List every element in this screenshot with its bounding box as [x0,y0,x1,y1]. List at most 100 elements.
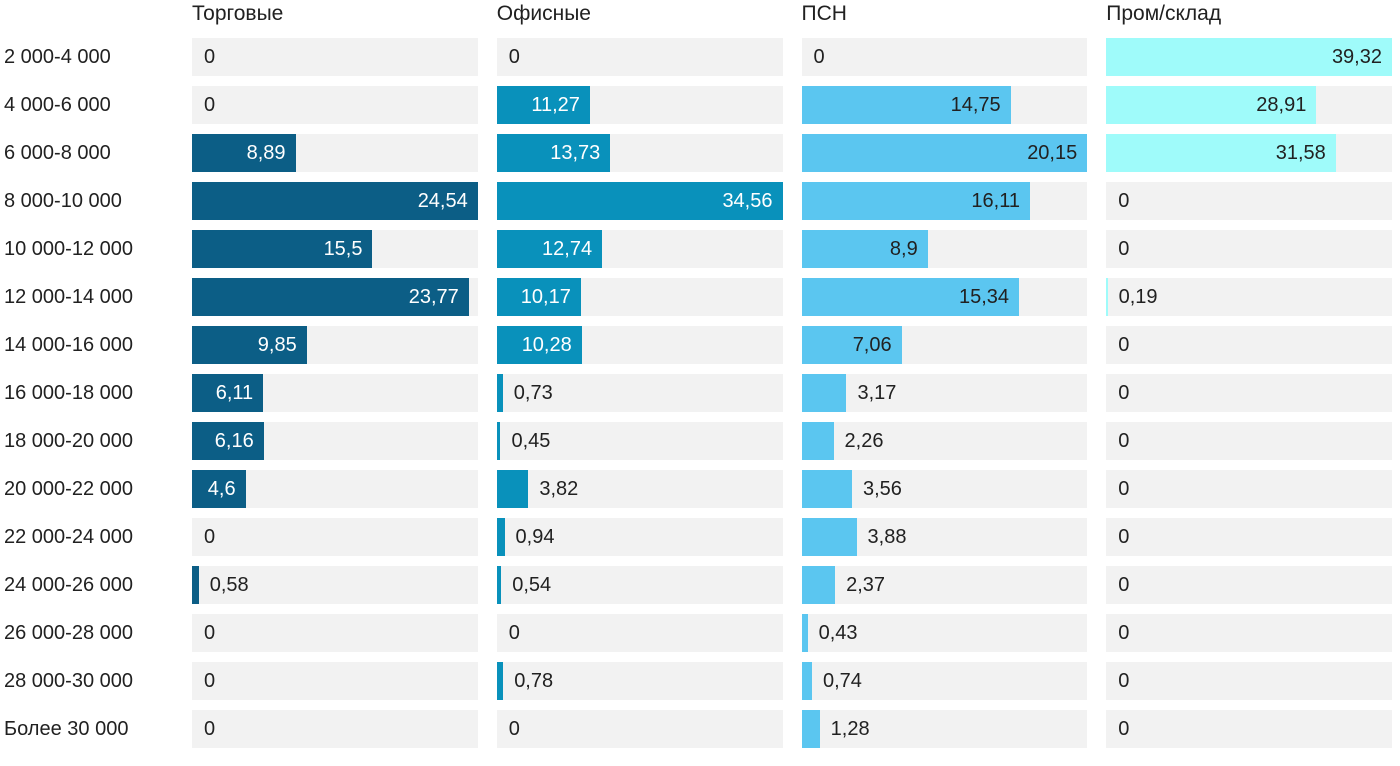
bar-value-label: 0 [204,94,216,116]
bar-value-label: 0 [1118,622,1130,644]
bar-value-label: 0 [508,718,520,740]
bar-track: 0,73 [496,374,783,412]
bar [801,374,847,412]
bar-value-label: 6,11 [215,382,254,404]
bar-track: 0,58 [192,566,478,604]
bar-value-label: 2,26 [844,430,884,452]
bar-track: 0 [496,38,783,76]
bar-track: 0 [1106,230,1392,268]
bar-value-label: 3,56 [862,478,902,500]
bar-value-label: 0 [1118,238,1130,260]
bar [801,518,857,556]
series-header-psn: ПСН [801,2,847,25]
bar-value-label: 0 [508,46,520,68]
bar [496,662,504,700]
bar-value-label: 0 [1118,478,1130,500]
series-header-ofisnye: Офисные [496,2,591,25]
bar-value-label: 6,16 [214,430,254,452]
bar-value-label: 28,91 [1256,94,1307,116]
bar-value-label: 0 [1118,334,1130,356]
bar-value-label: 16,11 [971,190,1020,212]
row-label: 6 000-8 000 [4,141,111,164]
row-label: Более 30 000 [4,717,129,740]
bar-value-label: 0,58 [209,574,249,596]
bar [496,422,501,460]
row-label: 22 000-24 000 [4,525,134,548]
bar-track: 0 [192,710,478,748]
bar [801,230,928,268]
bar [1106,134,1336,172]
bar-track: 0,78 [496,662,783,700]
bar-track: 0 [192,518,478,556]
bar-value-label: 0,94 [515,526,555,548]
bar-value-label: 0 [204,670,216,692]
bar-value-label: 3,82 [539,478,579,500]
bar-value-label: 0 [1118,670,1130,692]
bar-track: 0 [1106,422,1392,460]
row-label: 12 000-14 000 [4,285,134,308]
series-header-prom-sklad: Пром/склад [1106,2,1222,25]
bar-track: 0 [1106,470,1392,508]
bar-track: 20,15 [801,134,1088,172]
bar-value-label: 3,17 [857,382,897,404]
bar-value-label: 12,74 [542,238,593,260]
bar-track: 3,56 [801,470,1088,508]
bar-value-label: 14,75 [950,94,1001,116]
bar [192,230,373,268]
bar-track: 0 [1106,614,1392,652]
bar-track: 13,73 [496,134,783,172]
bar [192,278,469,316]
row-label: 26 000-28 000 [4,621,134,644]
bar [192,566,199,604]
bar-track: 3,88 [801,518,1088,556]
bar-track: 15,5 [192,230,478,268]
bar-track: 0 [1106,662,1392,700]
bar-value-label: 0 [1118,574,1130,596]
row-label: 24 000-26 000 [4,573,134,596]
row-label: 16 000-18 000 [4,381,134,404]
bar-track: 31,58 [1106,134,1392,172]
bar [801,86,1011,124]
chart-corner-spacer [0,0,173,28]
bar-track: 0 [1106,518,1392,556]
bar-value-label: 0 [204,718,216,740]
row-label: 14 000-16 000 [4,333,134,356]
bar-value-label: 10,17 [520,286,571,308]
bar-value-label: 34,56 [722,190,773,212]
bar [192,374,264,412]
series-header-torgovye: Торговые [192,2,284,25]
bar-track: 0,45 [496,422,783,460]
bar-track: 0,54 [496,566,783,604]
bar [1106,278,1108,316]
bar-value-label: 2,37 [846,574,886,596]
bar-value-label: 0,43 [818,622,858,644]
bar-track: 0 [1106,326,1392,364]
bar-value-label: 0 [204,46,216,68]
bar [192,326,307,364]
bar-track: 0 [1106,710,1392,748]
bar-value-label: 0,73 [513,382,553,404]
bar-track: 4,6 [192,470,478,508]
bar-track: 39,32 [1106,38,1392,76]
bar [801,134,1088,172]
bar [496,182,783,220]
bar-track: 16,11 [801,182,1088,220]
bar-track: 8,9 [801,230,1088,268]
bar-track: 0 [192,614,478,652]
bar [801,422,834,460]
bar-track: 9,85 [192,326,478,364]
bar-track: 12,74 [496,230,783,268]
bar-track: 0,43 [801,614,1088,652]
bar-value-label: 0 [1118,718,1130,740]
bar [496,518,505,556]
bar-value-label: 0,74 [822,670,862,692]
bar-value-label: 8,9 [889,238,918,260]
bar-track: 34,56 [496,182,783,220]
bar-track: 0 [1106,182,1392,220]
bar-value-label: 7,06 [852,334,892,356]
bar-value-label: 15,5 [323,238,363,260]
bar-value-label: 0 [813,46,825,68]
bar [496,470,529,508]
row-label: 8 000-10 000 [4,189,122,212]
